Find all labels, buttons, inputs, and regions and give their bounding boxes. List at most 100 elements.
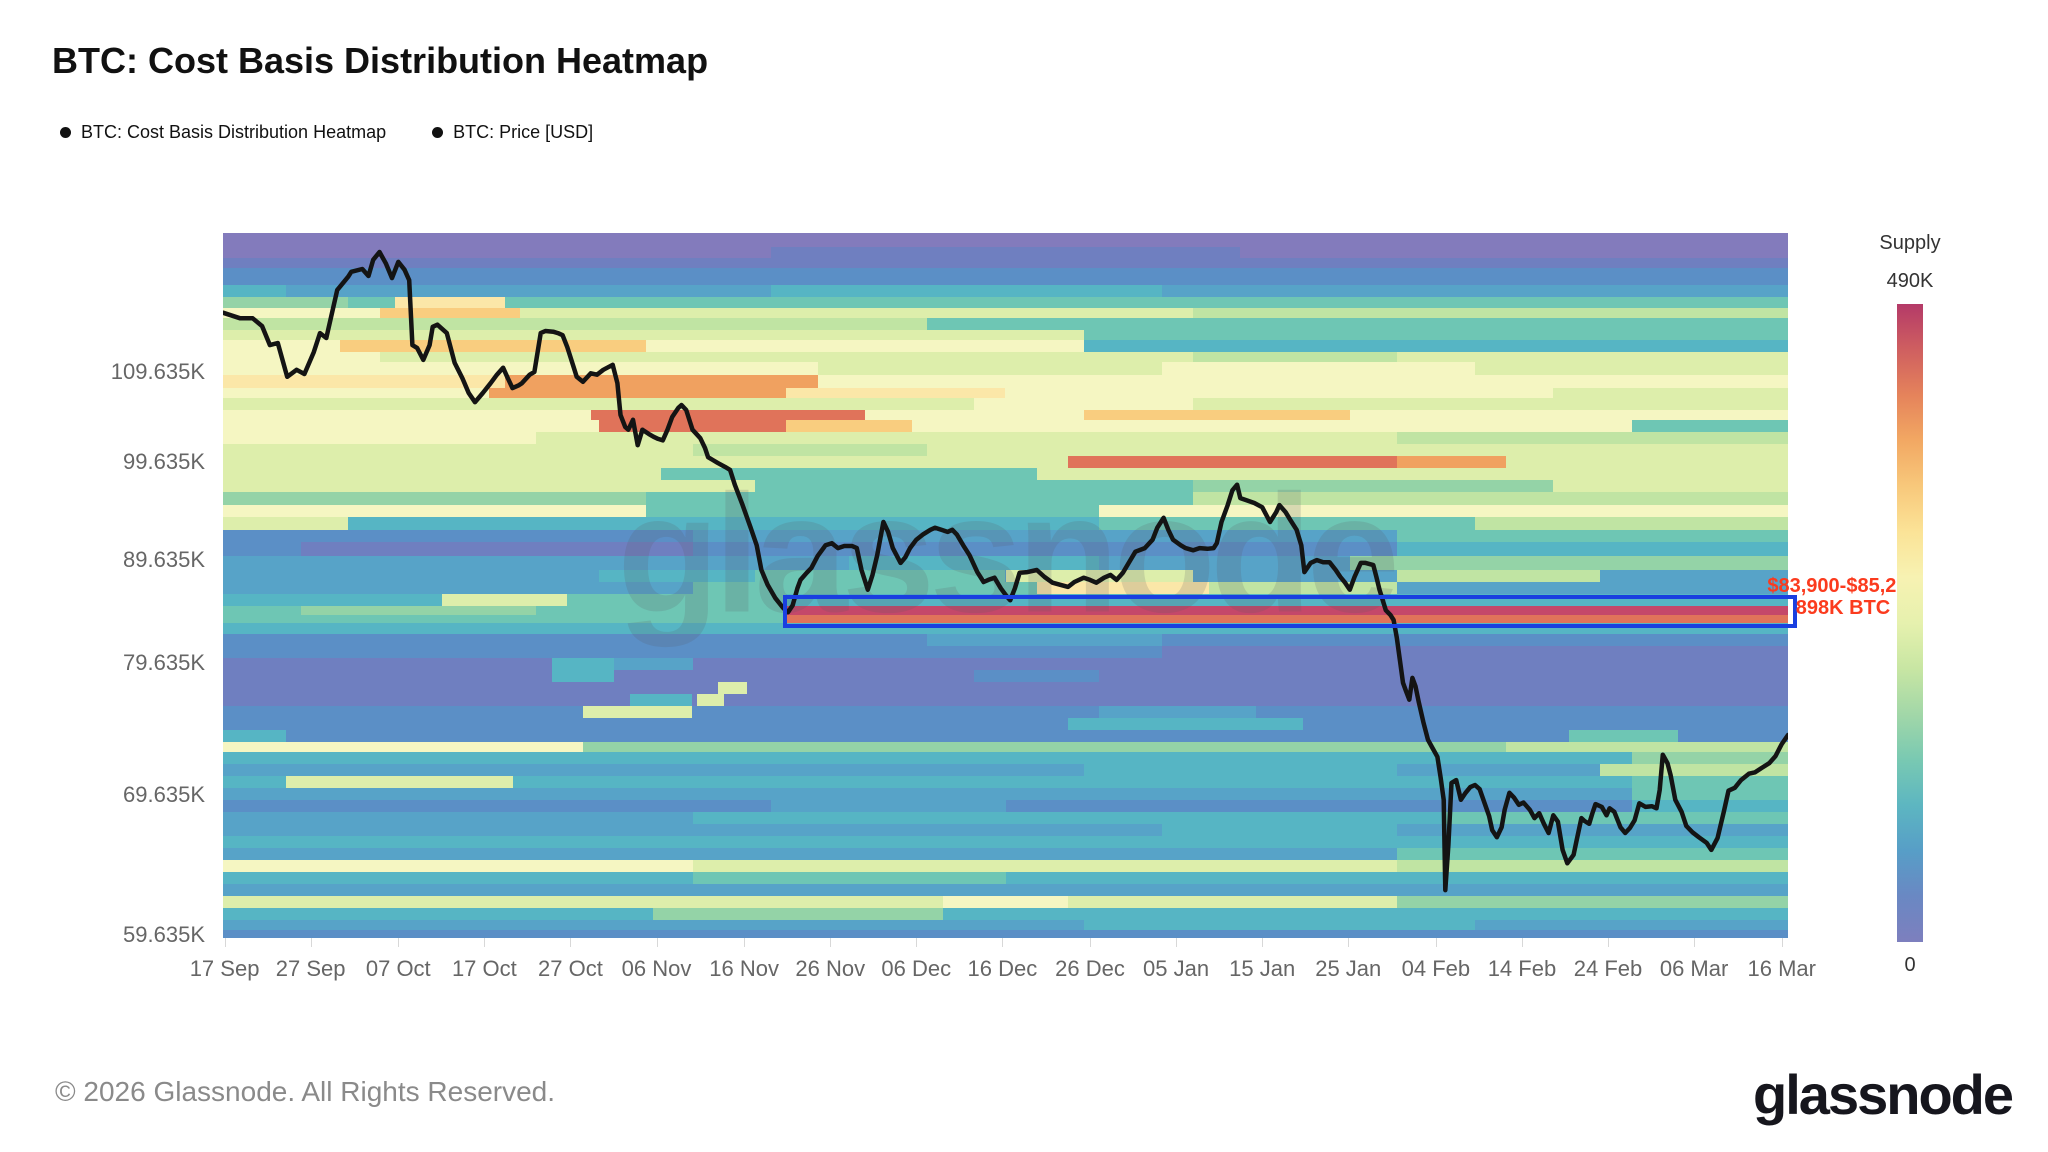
heatmap-segment xyxy=(598,569,756,583)
x-axis-label: 06 Nov xyxy=(621,956,692,981)
heatmap-segment xyxy=(551,658,615,671)
y-axis-label: 109.635K xyxy=(110,358,205,384)
heatmap-segment xyxy=(223,285,286,298)
heatmap-row xyxy=(223,581,1788,595)
heatmap-segment xyxy=(786,419,912,433)
heatmap-row xyxy=(223,835,1788,849)
heatmap-segment xyxy=(442,593,568,607)
x-axis-label: 17 Oct xyxy=(451,956,517,981)
x-axis-tick xyxy=(1090,938,1091,947)
heatmap-segment xyxy=(1193,352,1397,363)
heatmap-row xyxy=(223,763,1788,777)
heatmap-segment xyxy=(1396,431,1788,445)
x-axis-tick xyxy=(1781,938,1783,947)
heatmap-segment xyxy=(1568,730,1679,743)
heatmap-segment xyxy=(783,615,1788,624)
heatmap-row xyxy=(223,247,1788,259)
heatmap-segment xyxy=(927,634,1162,647)
heatmap-segment xyxy=(1068,718,1303,731)
heatmap-segment xyxy=(770,799,1006,813)
colorbar-title: Supply xyxy=(1879,232,1941,254)
y-axis-label: 99.635K xyxy=(123,449,205,475)
colorbar: Supply 490K 0 xyxy=(1850,232,1970,977)
x-axis-label: 05 Jan xyxy=(1143,956,1210,981)
heatmap-row xyxy=(223,352,1788,363)
heatmap-segment xyxy=(1162,823,1397,837)
heatmap-segment xyxy=(1036,581,1209,595)
x-axis-label: 17 Sep xyxy=(189,956,260,981)
heatmap-segment xyxy=(223,742,583,753)
heatmap-row xyxy=(223,397,1788,411)
heatmap-segment xyxy=(942,895,1069,909)
x-axis-tick xyxy=(1435,938,1437,947)
heatmap-row xyxy=(223,823,1788,837)
heatmap-row xyxy=(223,682,1788,695)
x-axis-tick xyxy=(1694,938,1696,947)
heatmap-segment xyxy=(223,307,380,319)
price-line-svg xyxy=(223,249,1788,893)
heatmap-segment xyxy=(1600,763,1788,777)
heatmap-row xyxy=(223,787,1788,801)
heatmap-row xyxy=(223,670,1788,683)
heatmap-segment xyxy=(697,694,724,707)
heatmap-row xyxy=(223,297,1788,309)
x-axis-tick xyxy=(484,938,486,947)
heatmap-row xyxy=(223,658,1788,671)
legend-dot-icon xyxy=(60,127,71,138)
highlight-box xyxy=(783,595,1798,628)
heatmap-row xyxy=(223,330,1788,341)
heatmap-segment xyxy=(817,362,1162,376)
heatmap-segment xyxy=(1631,751,1788,765)
heatmap-segment xyxy=(927,318,1788,331)
heatmap-segment xyxy=(1083,763,1397,777)
y-axis-label: 59.635K xyxy=(123,922,205,948)
heatmap-row xyxy=(223,340,1788,353)
heatmap-row xyxy=(223,555,1788,571)
heatmap-row xyxy=(223,751,1788,765)
heatmap-segment xyxy=(1631,799,1788,813)
heatmap-row xyxy=(223,529,1788,543)
heatmap-row xyxy=(223,847,1788,861)
x-axis-label: 26 Nov xyxy=(795,956,866,981)
heatmap-row xyxy=(223,479,1788,493)
heatmap-segment xyxy=(590,409,865,421)
x-axis-label: 16 Dec xyxy=(967,956,1038,981)
heatmap-row xyxy=(223,505,1788,518)
heatmap-segment xyxy=(692,871,1006,885)
heatmap-segment xyxy=(629,694,693,707)
heatmap-row xyxy=(223,455,1788,469)
x-axis-label: 06 Dec xyxy=(881,956,952,981)
x-axis-label: 24 Feb xyxy=(1573,956,1643,981)
x-axis-tick xyxy=(1176,938,1178,947)
x-axis-tick xyxy=(1262,938,1264,947)
heatmap-segment xyxy=(653,907,943,921)
x-axis-tick xyxy=(656,938,658,947)
y-axis-label: 89.635K xyxy=(123,547,205,573)
x-axis-tick xyxy=(744,938,746,947)
heatmap-row xyxy=(223,541,1788,557)
heatmap-plot[interactable]: glassnode xyxy=(223,233,1798,938)
heatmap-segment xyxy=(223,811,693,825)
heatmap-row xyxy=(223,318,1788,331)
legend-item-price[interactable]: BTC: Price [USD] xyxy=(432,122,593,143)
heatmap-segment xyxy=(692,443,928,457)
heatmap-segment xyxy=(1396,455,1507,469)
colorbar-max-label: 490K xyxy=(1886,270,1934,292)
heatmap-segment xyxy=(223,529,693,543)
heatmap-segment xyxy=(1099,517,1475,531)
heatmap-segment xyxy=(1099,706,1256,719)
heatmap-segment xyxy=(1475,362,1788,376)
heatmap-segment xyxy=(717,682,748,695)
heatmap-row xyxy=(223,742,1788,753)
heatmap-row xyxy=(223,233,1788,248)
heatmap-segment xyxy=(1193,307,1788,319)
heatmap-segment xyxy=(504,374,818,389)
x-axis-tick xyxy=(1521,938,1523,947)
x-axis-label: 14 Feb xyxy=(1487,956,1557,981)
x-axis: 17 Sep 27 Sep 07 Oct 17 Oct 27 Oct 06 Nov 16 N… xyxy=(190,938,1816,998)
legend-item-cost-basis[interactable]: BTC: Cost Basis Distribution Heatmap xyxy=(60,122,386,143)
heatmap-segment xyxy=(1068,455,1397,469)
highlight-annotation: $83,900-$85,200 898K BTC xyxy=(1723,575,1963,620)
x-axis-tick xyxy=(916,938,918,947)
heatmap-segment xyxy=(223,352,380,363)
